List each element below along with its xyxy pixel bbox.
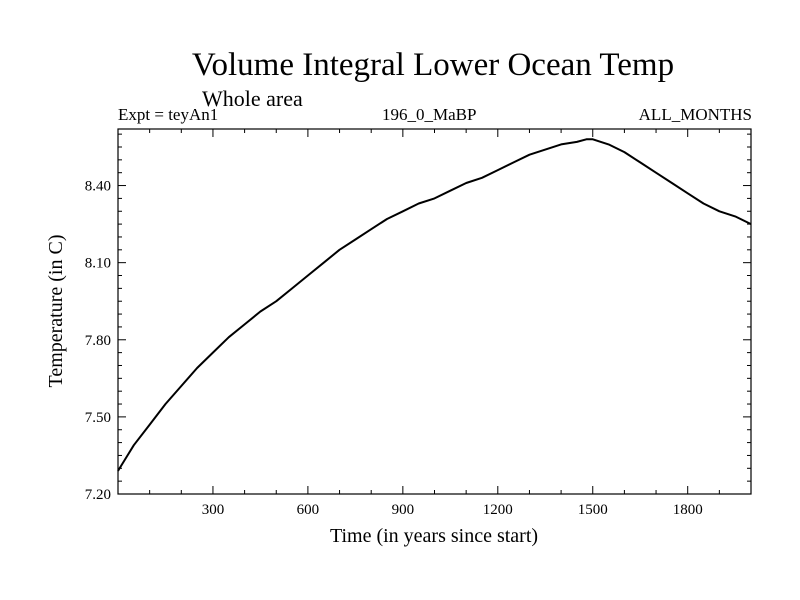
y-tick-label: 8.10	[85, 256, 111, 272]
period-label: 196_0_MaBP	[382, 105, 477, 124]
x-tick-label: 1200	[483, 502, 513, 518]
chart-subtitle: Whole area	[202, 86, 303, 111]
x-tick-label: 1800	[673, 502, 703, 518]
x-tick-label: 600	[297, 502, 320, 518]
y-axis-label: Temperature (in C)	[45, 235, 67, 388]
axis-ticks	[118, 129, 751, 495]
y-tick-label: 7.20	[85, 487, 111, 503]
months-label: ALL_MONTHS	[638, 105, 752, 124]
experiment-label: Expt = teyAn1	[118, 105, 219, 124]
y-tick-label: 8.40	[85, 179, 111, 195]
x-axis-label: Time (in years since start)	[330, 525, 538, 547]
x-tick-label: 1500	[578, 502, 608, 518]
plot-frame	[117, 128, 752, 495]
chart-title: Volume Integral Lower Ocean Temp	[191, 47, 675, 83]
temperature-series-line	[117, 138, 752, 472]
y-tick-label: 7.50	[85, 410, 111, 426]
y-tick-label: 7.80	[85, 333, 111, 349]
x-tick-label: 300	[202, 502, 225, 518]
x-tick-label: 900	[392, 502, 415, 518]
axis-tick-labels: 300 600 900 1200 1500 1800 7.20 7.50 7.80 8.10 8.4…	[85, 179, 703, 518]
